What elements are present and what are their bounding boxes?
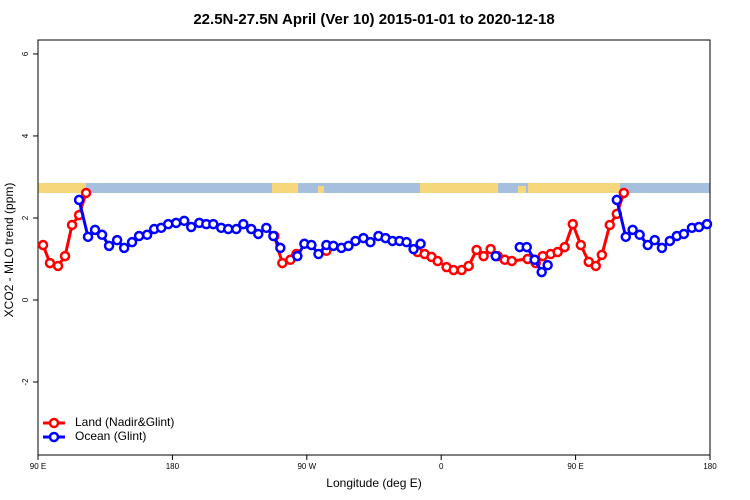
series-marker	[649, 234, 660, 246]
series-marker	[245, 223, 257, 235]
y-tick-label: 4	[21, 133, 30, 138]
series-marker	[611, 194, 623, 206]
x-tick-label: 90 E	[567, 462, 583, 471]
series-marker	[141, 229, 153, 241]
y-tick-label: 2	[21, 215, 30, 220]
series-marker	[552, 246, 563, 258]
series-marker	[275, 242, 286, 254]
series-marker	[596, 249, 608, 261]
series-marker	[365, 236, 376, 248]
plot-frame	[37, 39, 711, 456]
series-marker	[59, 250, 71, 262]
series-marker	[328, 240, 339, 252]
y-tick-label: 0	[21, 297, 30, 302]
series-marker	[73, 194, 85, 206]
series-marker	[292, 250, 303, 262]
series-marker	[178, 215, 190, 227]
series-marker	[277, 257, 288, 269]
series-marker	[96, 229, 108, 241]
series-marker	[185, 221, 197, 233]
series-marker	[604, 219, 616, 231]
series-marker	[52, 260, 64, 272]
x-tick-label: 180	[703, 462, 717, 471]
series-marker	[701, 218, 713, 230]
series-marker	[306, 239, 317, 251]
series-marker	[536, 266, 547, 278]
legend-label: Ocean (Glint)	[75, 429, 146, 443]
series-marker	[103, 240, 115, 252]
series-marker	[313, 248, 324, 260]
series-marker	[253, 228, 264, 240]
series-marker	[642, 239, 653, 251]
series-marker	[664, 235, 676, 247]
series-marker	[44, 257, 56, 269]
y-axis-label: XCO2 - MLO trend (ppm)	[2, 183, 16, 318]
series-marker	[506, 255, 518, 267]
series-marker	[223, 223, 234, 235]
series-marker	[408, 243, 419, 255]
legend-marker	[48, 417, 60, 429]
series-marker	[80, 187, 92, 199]
series-marker	[478, 250, 489, 262]
series-marker	[634, 229, 645, 241]
series-marker	[162, 218, 174, 230]
series-marker	[627, 224, 638, 236]
y-tick-label: -2	[21, 378, 30, 386]
x-tick-label: 90 E	[30, 462, 46, 471]
series-marker	[82, 231, 94, 243]
series-marker	[432, 255, 443, 267]
series-marker	[268, 230, 279, 242]
series-marker	[559, 241, 570, 253]
series-marker	[118, 242, 130, 254]
series-marker	[401, 236, 412, 248]
series-marker	[485, 243, 496, 255]
series-marker	[490, 250, 501, 262]
series-marker	[126, 236, 138, 248]
series-marker	[170, 217, 182, 229]
series-marker	[620, 231, 632, 243]
series-marker	[471, 244, 482, 256]
series-marker	[261, 222, 272, 234]
series-marker	[89, 224, 101, 236]
x-tick-label: 180	[166, 462, 180, 471]
series-marker	[208, 218, 219, 230]
series-marker	[678, 228, 690, 240]
series-marker	[463, 260, 474, 272]
chart-title: 22.5N-27.5N April (Ver 10) 2015-01-01 to…	[193, 11, 554, 28]
series-marker	[529, 254, 540, 266]
series-line	[417, 192, 626, 272]
series-marker	[133, 230, 145, 242]
legend-marker	[48, 431, 60, 443]
y-tick-label: 6	[21, 51, 30, 56]
legend-label: Land (Nadir&Glint)	[75, 415, 174, 429]
series-marker	[343, 240, 354, 252]
x-axis-label: Longitude (deg E)	[326, 476, 421, 490]
series-marker	[111, 234, 123, 246]
series-marker	[448, 264, 459, 276]
series-marker	[415, 238, 426, 250]
x-tick-label: 90 W	[297, 462, 316, 471]
series-marker	[656, 242, 668, 254]
series-marker	[521, 241, 533, 253]
series-marker	[66, 219, 78, 231]
series-marker	[238, 218, 249, 230]
series-marker	[567, 218, 579, 230]
series-marker	[37, 239, 49, 251]
series-marker	[231, 223, 242, 235]
series-marker	[590, 260, 602, 272]
land-mask-strip	[38, 183, 710, 193]
series-marker	[618, 187, 630, 199]
series-marker	[693, 221, 705, 233]
series-marker	[542, 259, 553, 271]
x-tick-label: 0	[439, 462, 444, 471]
series-marker	[575, 239, 587, 251]
